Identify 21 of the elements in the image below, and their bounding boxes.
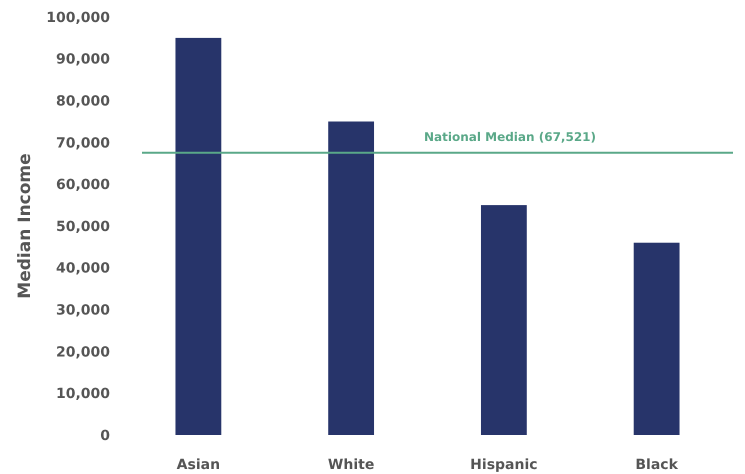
bar — [175, 38, 222, 435]
y-tick-label: 70,000 — [56, 135, 110, 152]
bar — [328, 122, 374, 435]
x-tick-label: Hispanic — [470, 457, 538, 473]
x-tick-label: Black — [635, 457, 679, 473]
y-tick-label: 60,000 — [56, 177, 110, 194]
y-tick-label: 100,000 — [46, 10, 110, 26]
y-tick-label: 40,000 — [56, 260, 110, 277]
y-tick-label: 10,000 — [56, 386, 110, 402]
y-tick-label: 20,000 — [56, 344, 110, 360]
y-tick-label: 90,000 — [56, 52, 110, 68]
bar — [480, 205, 527, 435]
x-tick-label: White — [328, 457, 374, 473]
x-tick-label: Asian — [176, 457, 220, 473]
y-tick-label: 0 — [100, 428, 110, 444]
y-tick-label: 30,000 — [56, 302, 110, 318]
y-axis-title: Median Income — [15, 153, 35, 299]
y-tick-label: 80,000 — [56, 94, 110, 110]
bar — [634, 242, 680, 435]
ref-line-label: National Median (67,521) — [424, 130, 596, 144]
y-tick-label: 50,000 — [56, 218, 110, 235]
